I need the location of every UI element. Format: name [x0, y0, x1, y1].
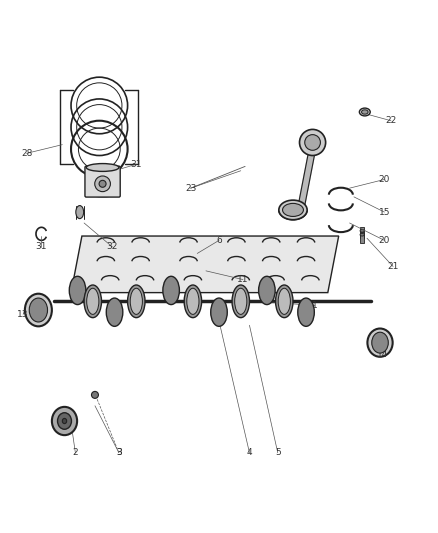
Ellipse shape — [276, 285, 293, 318]
Ellipse shape — [360, 230, 364, 232]
Text: 31: 31 — [131, 160, 142, 169]
Text: 13: 13 — [18, 310, 29, 319]
Ellipse shape — [130, 288, 142, 314]
Circle shape — [99, 180, 106, 187]
Text: 11: 11 — [237, 275, 249, 284]
Ellipse shape — [62, 418, 67, 424]
Circle shape — [305, 135, 321, 150]
Ellipse shape — [25, 294, 52, 326]
Ellipse shape — [57, 413, 71, 429]
Ellipse shape — [361, 110, 368, 114]
Text: 14: 14 — [377, 350, 388, 359]
Ellipse shape — [279, 200, 307, 220]
Text: 28: 28 — [21, 149, 32, 158]
Ellipse shape — [360, 233, 364, 236]
Ellipse shape — [187, 288, 199, 314]
Ellipse shape — [258, 276, 275, 304]
Text: 15: 15 — [378, 207, 390, 216]
Ellipse shape — [87, 288, 99, 314]
Circle shape — [92, 391, 99, 398]
Text: 32: 32 — [107, 243, 118, 252]
Text: 22: 22 — [385, 116, 396, 125]
Ellipse shape — [163, 276, 180, 304]
Ellipse shape — [84, 285, 102, 318]
Polygon shape — [297, 142, 317, 210]
FancyBboxPatch shape — [85, 166, 120, 197]
Ellipse shape — [235, 288, 247, 314]
Ellipse shape — [52, 407, 77, 435]
Ellipse shape — [127, 285, 145, 318]
Ellipse shape — [211, 298, 227, 326]
Text: 3: 3 — [116, 448, 122, 457]
Ellipse shape — [69, 276, 86, 304]
Ellipse shape — [76, 206, 84, 219]
Ellipse shape — [232, 285, 250, 318]
Circle shape — [95, 176, 110, 192]
Polygon shape — [71, 236, 339, 293]
Text: 4: 4 — [247, 448, 252, 457]
Ellipse shape — [29, 298, 47, 322]
Text: 1: 1 — [312, 301, 318, 310]
Text: 5: 5 — [275, 448, 281, 457]
Ellipse shape — [184, 285, 201, 318]
Ellipse shape — [298, 298, 314, 326]
Text: 21: 21 — [387, 262, 399, 271]
Bar — [360, 228, 364, 238]
Ellipse shape — [367, 328, 392, 357]
Ellipse shape — [372, 332, 389, 353]
Ellipse shape — [359, 108, 370, 116]
Text: 2: 2 — [73, 448, 78, 457]
Ellipse shape — [283, 204, 304, 216]
Ellipse shape — [106, 298, 123, 326]
Ellipse shape — [278, 288, 290, 314]
Ellipse shape — [86, 164, 119, 172]
Bar — [360, 232, 364, 243]
Text: 23: 23 — [185, 184, 196, 192]
Text: 31: 31 — [35, 243, 47, 252]
Text: 6: 6 — [216, 236, 222, 245]
Text: 20: 20 — [379, 175, 390, 184]
Text: 3: 3 — [116, 448, 122, 457]
Circle shape — [300, 130, 325, 156]
Text: 20: 20 — [379, 236, 390, 245]
